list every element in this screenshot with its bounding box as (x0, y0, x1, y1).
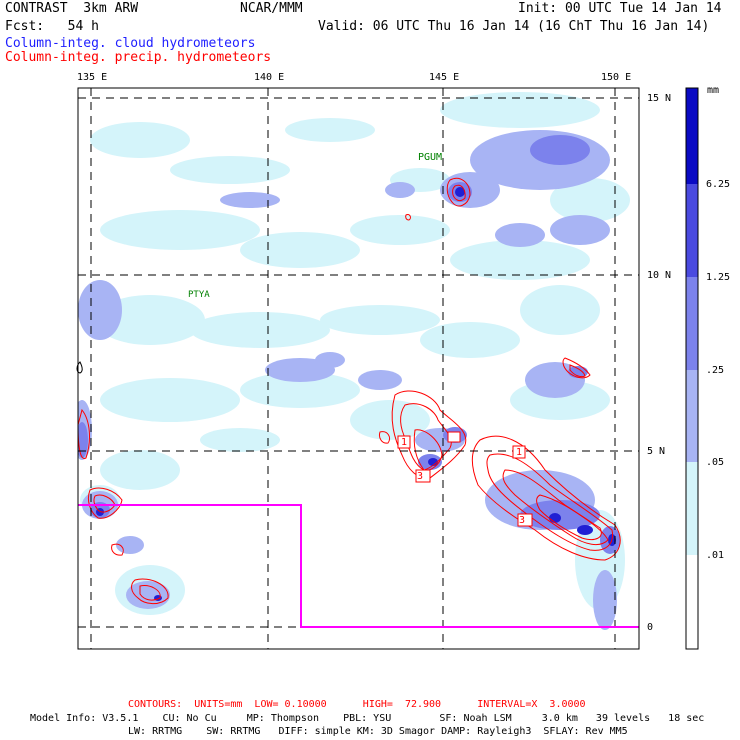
lon-label-135: 135 E (77, 72, 108, 83)
lat-label-5: 5 N (647, 446, 666, 457)
precip-contours (78, 177, 621, 605)
domain-boundary (78, 504, 639, 628)
init-time: Init: 00 UTC Tue 14 Jan 14 (518, 1, 722, 16)
lat-label-10: 10 N (647, 270, 672, 281)
colorbar (685, 87, 699, 650)
lat-label-0: 0 (647, 622, 654, 633)
model-info-line2: LW: RRTMG SW: RRTMG DIFF: simple KM: 3D … (128, 726, 628, 737)
colorbar-level-1.25: 1.25 (706, 272, 731, 283)
colorbar-level-.25: .25 (706, 365, 725, 376)
contour-label: 1 (401, 437, 408, 448)
contours-info: CONTOURS: UNITS=mm LOW= 0.10000 HIGH= 72… (128, 699, 586, 710)
field-precip-label: Column-integ. precip. hydrometeors (5, 50, 272, 65)
colorbar-level-.01: .01 (706, 550, 725, 561)
station-ptya: PTYA (188, 290, 210, 300)
center-title: NCAR/MMM (240, 1, 303, 16)
model-info-line1: Model Info: V3.5.1 CU: No Cu MP: Thompso… (30, 713, 705, 724)
contour-label: 1 (516, 447, 523, 458)
forecast-hour: Fcst: 54 h (5, 19, 99, 34)
valid-time: Valid: 06 UTC Thu 16 Jan 14 (16 ChT Thu … (318, 19, 710, 34)
map-border (77, 87, 640, 650)
contour-label-boxes (397, 431, 533, 527)
lat-label-15: 15 N (647, 93, 672, 104)
lon-label-150: 150 E (601, 72, 632, 83)
station-pgum: PGUM (418, 152, 443, 163)
contour-label: 3 (417, 471, 424, 482)
contour-label: 3 (519, 515, 526, 526)
colorbar-unit: mm (707, 85, 720, 96)
model-title: CONTRAST 3km ARW (5, 1, 139, 16)
lon-label-145: 145 E (429, 72, 460, 83)
lon-label-140: 140 E (254, 72, 285, 83)
field-cloud-label: Column-integ. cloud hydrometeors (5, 36, 256, 51)
cloud-shading (78, 92, 630, 630)
colorbar-level-.05: .05 (706, 457, 725, 468)
colorbar-level-6.25: 6.25 (706, 179, 731, 190)
